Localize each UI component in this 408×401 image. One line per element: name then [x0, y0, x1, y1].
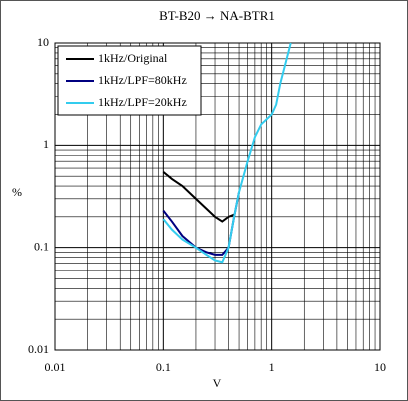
- chart-title: BT-B20 → NA-BTR1: [159, 8, 275, 23]
- y-tick-label: 0.01: [28, 342, 49, 356]
- x-tick-label: 1: [269, 360, 275, 374]
- x-tick-label: 0.01: [45, 360, 66, 374]
- x-tick-label: 0.1: [156, 360, 171, 374]
- legend-label: 1kHz/LPF=20kHz: [98, 95, 187, 109]
- y-tick-label: 1: [43, 137, 49, 151]
- legend-label: 1kHz/Original: [98, 51, 168, 65]
- x-axis-label: V: [213, 376, 222, 390]
- series-line: [162, 42, 292, 264]
- y-tick-label: 0.1: [34, 239, 49, 253]
- y-tick-label: 10: [37, 35, 49, 49]
- x-tick-label: 10: [374, 360, 386, 374]
- y-axis-label: %: [12, 185, 22, 199]
- legend-label: 1kHz/LPF=80kHz: [98, 73, 187, 87]
- series-line: [162, 171, 235, 223]
